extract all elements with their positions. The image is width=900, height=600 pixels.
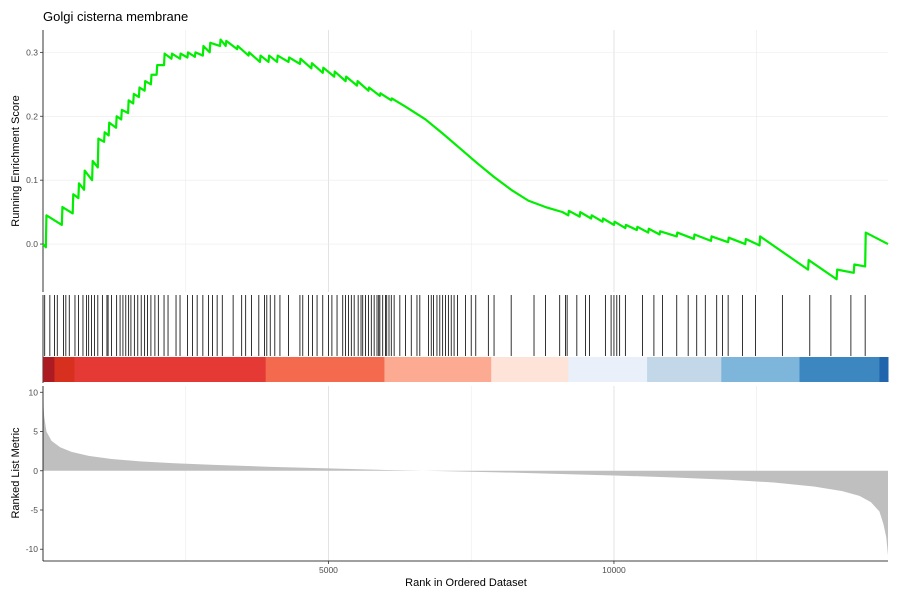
- color-bar-segment: [799, 357, 880, 382]
- rank-y-axis-title: Ranked List Metric: [10, 427, 22, 519]
- rank-y-tick-label: 0: [33, 466, 38, 476]
- color-bar-segment: [721, 357, 801, 382]
- rank-y-ticks: 10 5 0 -5 -10: [26, 387, 43, 554]
- color-bar-segment: [54, 357, 75, 382]
- x-ticks: 5000 10000: [319, 561, 626, 575]
- color-bar-segment: [879, 357, 889, 382]
- rank-y-tick-label: -5: [30, 505, 38, 515]
- x-tick-label: 5000: [319, 565, 338, 575]
- color-bar-segment: [647, 357, 722, 382]
- x-axis-title: Rank in Ordered Dataset: [405, 577, 527, 589]
- hit-lines: [44, 295, 866, 356]
- es-y-ticks: 0.0 0.1 0.2 0.3: [26, 47, 43, 249]
- color-bar-segment: [43, 357, 55, 382]
- rank-y-tick-label: 5: [33, 427, 38, 437]
- es-grid: [43, 30, 888, 292]
- rank-color-bar: [43, 357, 889, 382]
- color-bar-segment: [74, 357, 267, 382]
- es-y-tick-label: 0.3: [26, 47, 38, 57]
- color-bar-segment: [265, 357, 385, 382]
- x-tick-label: 10000: [602, 565, 626, 575]
- es-y-tick-label: 0.2: [26, 111, 38, 121]
- ranked-list-panel: 10 5 0 -5 -10 5000 10000 Ranked List Metric R…: [10, 386, 888, 589]
- hits-panel: [42, 295, 889, 383]
- color-bar-segment: [384, 357, 492, 382]
- chart-title: Golgi cisterna membrane: [43, 9, 188, 24]
- es-y-tick-label: 0.1: [26, 175, 38, 185]
- color-bar-segment: [568, 357, 648, 382]
- es-panel: 0.0 0.1 0.2 0.3 Running Enrichment Score: [10, 30, 889, 292]
- color-bar-segment: [491, 357, 569, 382]
- ranked-metric-area: [43, 398, 888, 556]
- es-series-line: [42, 38, 889, 281]
- es-y-tick-label: 0.0: [26, 239, 38, 249]
- rank-y-tick-label: 10: [29, 387, 39, 397]
- es-y-axis-title: Running Enrichment Score: [10, 95, 22, 226]
- rank-y-tick-label: -10: [26, 544, 39, 554]
